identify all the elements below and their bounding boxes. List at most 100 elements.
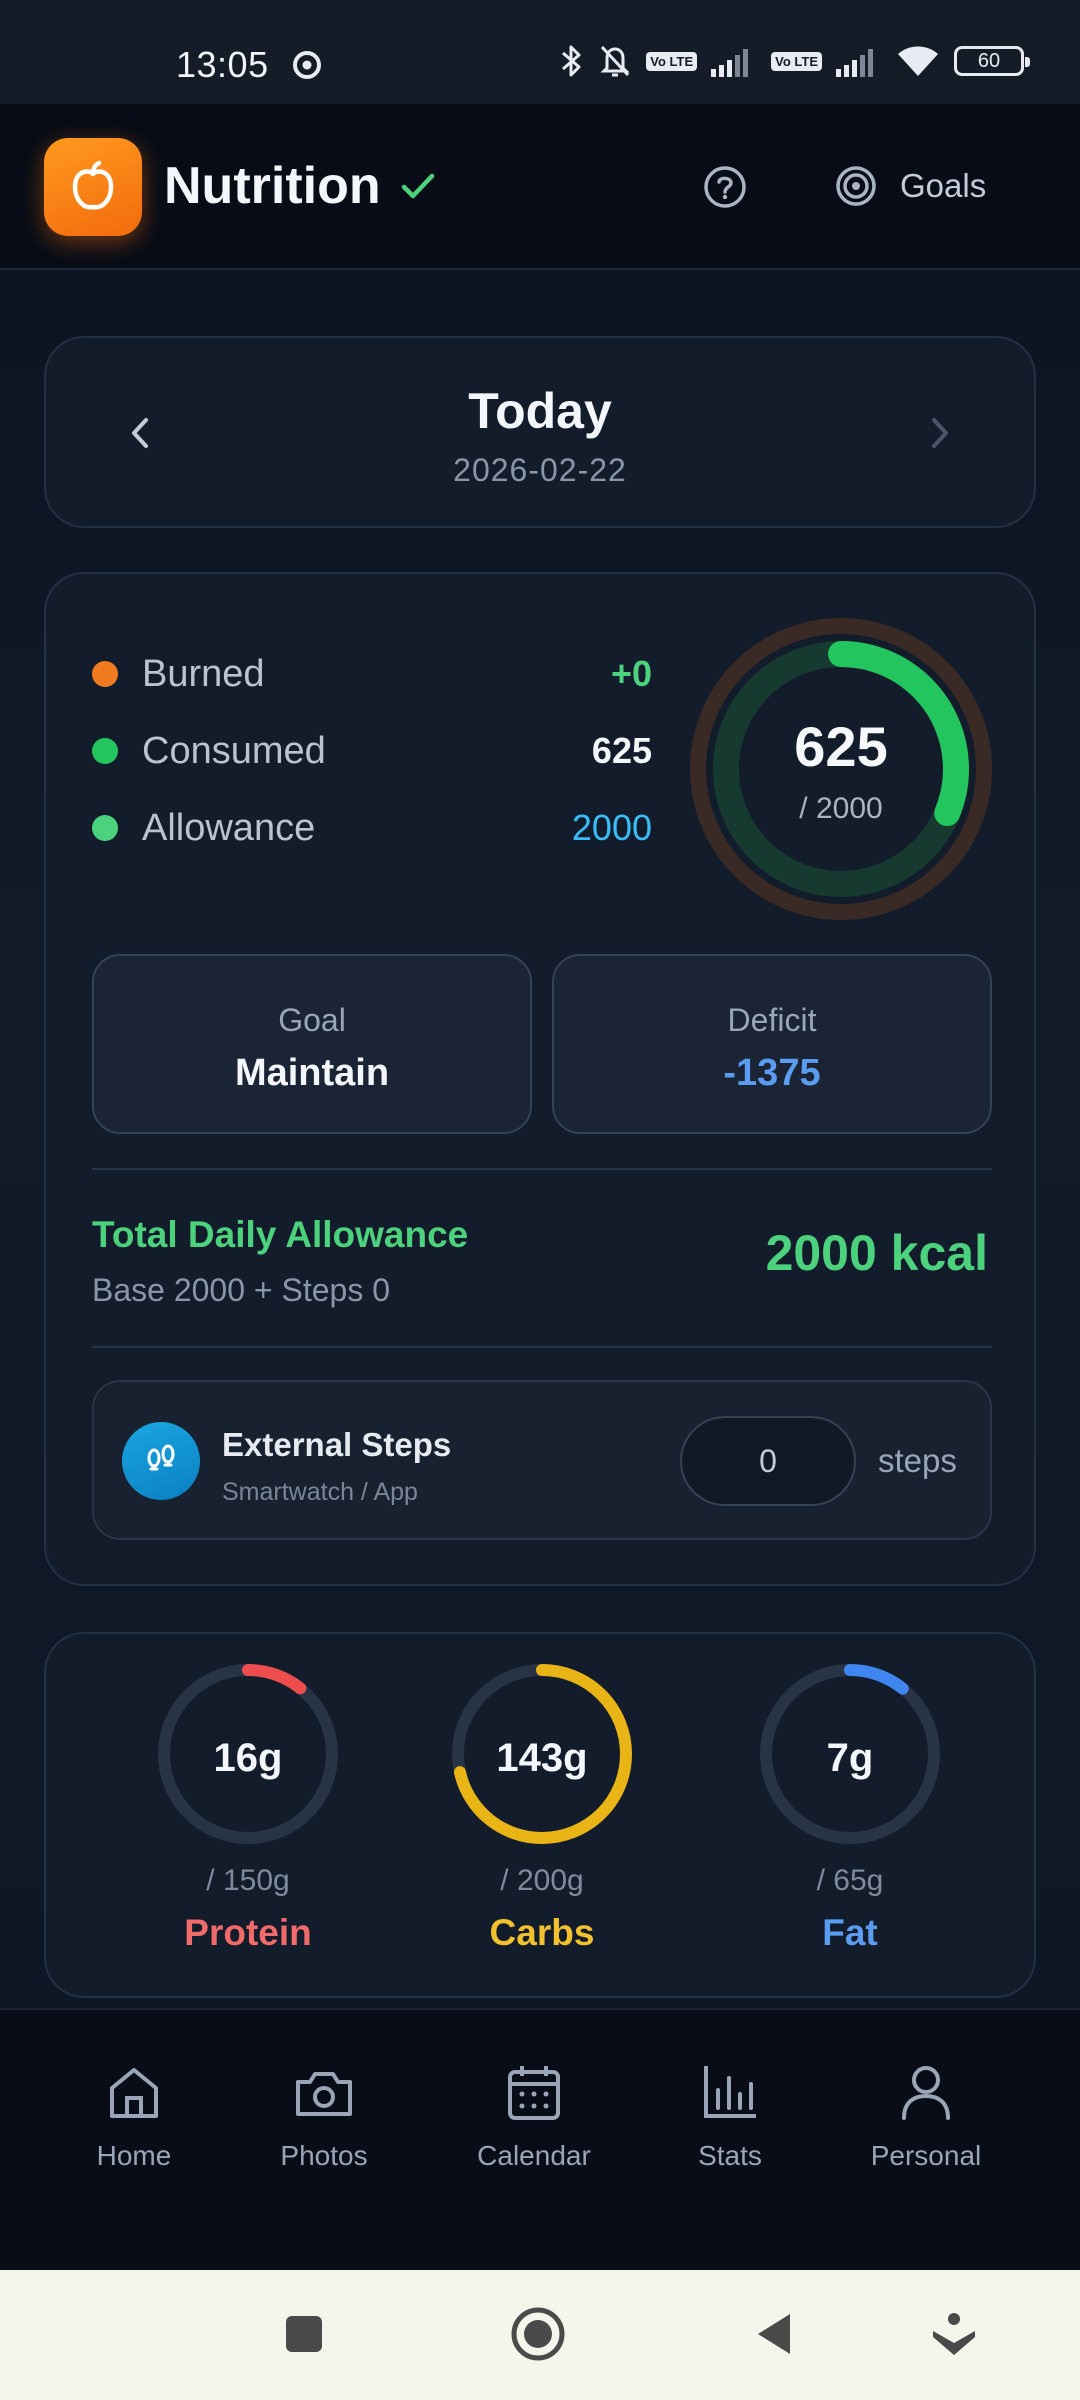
- app-title: Nutrition: [164, 157, 381, 215]
- goal-label: Goal: [278, 1002, 346, 1038]
- consumed-label: Consumed: [142, 729, 326, 772]
- stats-icon: [704, 2066, 756, 2118]
- fat-target: / 65g: [816, 1864, 884, 1897]
- nav-calendar[interactable]: Calendar: [444, 2062, 624, 2192]
- protein-label: Protein: [184, 1912, 312, 1953]
- nav-photos[interactable]: Photos: [234, 2062, 414, 2192]
- back-triangle-icon: [758, 2314, 790, 2354]
- signal-icon: [711, 42, 757, 80]
- macros-card: 16g / 150g Protein 143g / 200g Carbs 7g …: [44, 1632, 1036, 1998]
- ring-consumed-value: 625: [794, 715, 888, 778]
- nav-personal[interactable]: Personal: [836, 2062, 1016, 2192]
- burned-ring-track: [690, 618, 992, 920]
- circle-icon: [511, 2307, 565, 2361]
- steps-input[interactable]: [680, 1416, 856, 1506]
- nav-personal-label: Personal: [870, 2140, 982, 2171]
- volte-icon: Vo LTE: [771, 42, 822, 80]
- calorie-summary-card: Burned +0 Consumed 625 Allowance 2000 62…: [44, 572, 1036, 1586]
- wifi-icon: [896, 42, 940, 80]
- carbs-ring-arc: [452, 1664, 632, 1844]
- nav-home[interactable]: Home: [44, 2062, 224, 2192]
- deficit-label: Deficit: [727, 1002, 817, 1038]
- steps-unit: steps: [878, 1442, 957, 1479]
- back-button[interactable]: [744, 2304, 804, 2364]
- square-icon: [286, 2316, 322, 2352]
- battery-icon: 60: [954, 46, 1030, 76]
- date-title: Today: [468, 383, 612, 439]
- accessibility-button[interactable]: [924, 2304, 984, 2364]
- burned-dot: [92, 661, 118, 687]
- person-icon: [902, 2066, 950, 2120]
- ring-allowance-text: / 2000: [799, 792, 883, 825]
- divider: [92, 1168, 992, 1170]
- calorie-ring: [690, 618, 992, 920]
- consumed-row: Consumed 625: [92, 721, 652, 781]
- protein-macro: 16g / 150g Protein: [118, 1664, 378, 1984]
- chrome-icon: [292, 50, 322, 80]
- protein-ring: [158, 1664, 338, 1844]
- nav-home-label: Home: [96, 2140, 172, 2171]
- fat-label: Fat: [822, 1912, 878, 1953]
- total-daily-allowance-breakdown: Base 2000 + Steps 0: [92, 1272, 390, 1308]
- bell-off-icon: [598, 42, 632, 80]
- goals-button[interactable]: Goals: [834, 156, 986, 216]
- consumed-dot: [92, 738, 118, 764]
- home-system-button[interactable]: [508, 2304, 568, 2364]
- signal-icon: [836, 42, 882, 80]
- consumed-value: 625: [591, 730, 652, 771]
- nav-photos-label: Photos: [280, 2140, 368, 2171]
- check-icon: [398, 166, 438, 206]
- protein-value: 16g: [213, 1736, 283, 1780]
- carbs-macro: 143g / 200g Carbs: [412, 1664, 672, 1984]
- chevron-left-icon: [132, 418, 148, 448]
- help-button[interactable]: [702, 164, 748, 210]
- carbs-label: Carbs: [489, 1912, 595, 1953]
- previous-day-button[interactable]: [120, 408, 160, 458]
- external-steps-box: External Steps Smartwatch / App steps: [92, 1380, 992, 1540]
- goal-box[interactable]: Goal Maintain: [92, 954, 532, 1134]
- goal-value: Maintain: [234, 1052, 390, 1094]
- fat-ring: [760, 1664, 940, 1844]
- deficit-value: -1375: [723, 1052, 821, 1094]
- burned-row: Burned +0: [92, 644, 652, 704]
- camera-icon: [296, 2072, 352, 2116]
- nav-stats-label: Stats: [698, 2140, 762, 2171]
- protein-ring-arc: [158, 1664, 338, 1844]
- date-card: Today 2026-02-22: [44, 336, 1036, 528]
- status-time: 13:05: [176, 44, 269, 85]
- allowance-dot: [92, 815, 118, 841]
- fat-macro: 7g / 65g Fat: [720, 1664, 980, 1984]
- total-daily-allowance-value: 2000 kcal: [765, 1225, 988, 1281]
- carbs-ring: [452, 1664, 632, 1844]
- consumed-ring-arc: [713, 641, 969, 897]
- app-header: Nutrition Goals: [0, 104, 1080, 270]
- recents-button[interactable]: [274, 2304, 334, 2364]
- apple-logo-icon: [44, 138, 142, 236]
- burned-label: Burned: [142, 652, 265, 695]
- deficit-box: Deficit -1375: [552, 954, 992, 1134]
- carbs-value: 143g: [496, 1736, 588, 1780]
- home-icon: [110, 2068, 158, 2118]
- bottom-navigation: Home Photos Calendar Stats Personal: [0, 2008, 1080, 2270]
- protein-target: / 150g: [206, 1864, 290, 1897]
- goals-label: Goals: [900, 167, 987, 204]
- date-value: 2026-02-22: [453, 452, 627, 488]
- allowance-label: Allowance: [142, 806, 316, 849]
- burned-value: +0: [610, 653, 652, 694]
- chevron-right-icon: [932, 418, 948, 448]
- footsteps-icon: [122, 1422, 200, 1500]
- nav-stats[interactable]: Stats: [640, 2062, 820, 2192]
- status-icons: Vo LTE Vo LTE 60: [560, 42, 1030, 80]
- nav-calendar-label: Calendar: [477, 2140, 591, 2171]
- target-icon: [836, 166, 876, 206]
- volte-icon: Vo LTE: [646, 42, 698, 80]
- divider: [92, 1346, 992, 1348]
- fat-ring-arc: [760, 1664, 940, 1844]
- fat-value: 7g: [826, 1736, 874, 1780]
- help-icon: [704, 166, 746, 208]
- total-daily-allowance-title: Total Daily Allowance: [92, 1214, 469, 1255]
- allowance-value: 2000: [571, 807, 652, 848]
- calendar-icon: [508, 2066, 560, 2120]
- next-day-button[interactable]: [920, 408, 960, 458]
